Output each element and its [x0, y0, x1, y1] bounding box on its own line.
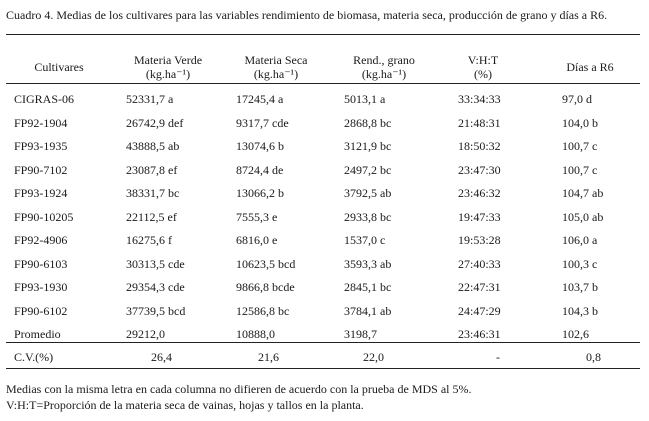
top-rule — [6, 34, 640, 35]
cell-cultivar: FP92-4906 — [14, 233, 68, 247]
cell-rend-grano: 2497,2 bc — [344, 162, 392, 177]
column-header-unit: (kg.ha⁻¹) — [145, 67, 191, 81]
cell-rend-grano: 3792,5 ab — [344, 186, 392, 200]
cv-top-rule — [6, 342, 640, 343]
column-header-materia-verde: Materia Verde (kg.ha⁻¹) — [108, 53, 228, 81]
header-rule — [6, 83, 640, 84]
cv-cell-materia-seca: 21,6 — [258, 350, 279, 364]
column-header-dias-r6: Días a R6 — [530, 60, 649, 74]
cell-rend-grano: 2845,1 bc — [344, 280, 392, 294]
cell-vht: 18:50:32 — [458, 139, 501, 153]
cell-rend-grano: 1537,0 c — [344, 233, 386, 247]
column-header-materia-seca: Materia Seca (kg.ha⁻¹) — [216, 53, 336, 81]
column-header-label: Rend., grano — [353, 53, 415, 67]
table-notes: Medias con la misma letra en cada column… — [6, 381, 472, 413]
cell-cultivar: FP90-7102 — [14, 162, 68, 177]
cell-cultivar: FP90-6102 — [14, 303, 68, 318]
cell-dias-r6: 100,7 c — [562, 162, 598, 177]
cell-rend-grano: 2933,8 bc — [344, 209, 392, 224]
column-header-label: Cultivares — [34, 60, 84, 74]
cell-cultivar: FP93-1930 — [14, 280, 68, 294]
cell-dias-r6: 102,6 — [562, 327, 589, 341]
cell-vht: 23:46:31 — [458, 327, 501, 341]
cell-materia-verde: 30313,5 cde — [126, 256, 185, 271]
column-header-label: Materia Verde — [133, 53, 203, 67]
cell-rend-grano: 5013,1 a — [344, 92, 386, 106]
note-significance: Medias con la misma letra en cada column… — [6, 382, 472, 396]
cell-dias-r6: 100,7 c — [562, 139, 598, 153]
cv-cell-dias-r6: 0,8 — [586, 350, 601, 364]
cell-cultivar: CIGRAS-06 — [14, 92, 75, 106]
cell-materia-verde: 52331,7 a — [126, 92, 174, 106]
cell-cultivar: FP93-1935 — [14, 139, 68, 153]
cell-vht: 19:53:28 — [458, 233, 501, 247]
cell-materia-seca: 9317,7 cde — [236, 115, 289, 130]
cell-rend-grano: 3784,1 ab — [344, 303, 392, 318]
cell-vht: 19:47:33 — [458, 209, 501, 224]
cell-cultivar: FP92-1904 — [14, 115, 68, 130]
cell-cultivar: FP93-1924 — [14, 186, 68, 200]
cell-materia-verde: 29354,3 cde — [126, 280, 185, 294]
cell-materia-verde: 38331,7 bc — [126, 186, 180, 200]
cell-dias-r6: 104,0 b — [562, 115, 598, 130]
cell-materia-seca: 13074,6 b — [236, 139, 284, 153]
column-header-cultivar: Cultivares — [0, 60, 119, 74]
cell-dias-r6: 97,0 d — [562, 92, 592, 106]
cell-materia-seca: 8724,4 de — [236, 162, 284, 177]
cell-rend-grano: 3593,3 ab — [344, 256, 392, 271]
cell-materia-seca: 10623,5 bcd — [236, 256, 296, 271]
cell-materia-verde: 22112,5 ef — [126, 209, 177, 224]
cv-cell-vht: - — [496, 350, 500, 364]
cell-dias-r6: 105,0 ab — [562, 209, 604, 224]
column-header-label: V:H:T — [467, 53, 499, 67]
cell-materia-seca: 10888,0 — [236, 327, 275, 341]
cell-rend-grano: 3121,9 bc — [344, 139, 392, 153]
cell-materia-seca: 6816,0 e — [236, 233, 278, 247]
cell-dias-r6: 104,7 ab — [562, 186, 604, 200]
cell-materia-seca: 17245,4 a — [236, 92, 284, 106]
column-header-label: Materia Seca — [244, 53, 308, 67]
cell-rend-grano: 3198,7 — [344, 327, 377, 341]
cell-cultivar: Promedio — [14, 327, 61, 341]
cell-vht: 23:46:32 — [458, 186, 501, 200]
cell-materia-verde: 16275,6 f — [126, 233, 172, 247]
cell-vht: 22:47:31 — [458, 280, 501, 294]
cell-materia-verde: 29212,0 — [126, 327, 165, 341]
cell-dias-r6: 106,0 a — [562, 233, 598, 247]
column-header-vht: V:H:T (%) — [423, 53, 543, 81]
cell-rend-grano: 2868,8 bc — [344, 115, 392, 130]
cell-cultivar: FP90-6103 — [14, 256, 68, 271]
cell-materia-verde: 43888,5 ab — [126, 139, 180, 153]
column-header-unit: (%) — [474, 67, 492, 81]
note-vht-definition: V:H:T=Proporción de la materia seca de v… — [6, 398, 364, 412]
cell-materia-seca: 13066,2 b — [236, 186, 284, 200]
cv-cell-rend-grano: 22,0 — [363, 350, 384, 364]
cell-materia-verde: 37739,5 bcd — [126, 303, 186, 318]
cell-vht: 24:47:29 — [458, 303, 501, 318]
cv-cell-cultivar: C.V.(%) — [14, 350, 54, 364]
table-caption: Cuadro 4. Medias de los cultivares para … — [6, 8, 608, 22]
cell-dias-r6: 103,7 b — [562, 280, 598, 294]
cell-dias-r6: 104,3 b — [562, 303, 598, 318]
column-header-rend-grano: Rend., grano (kg.ha⁻¹) — [324, 53, 444, 81]
cell-cultivar: FP90-10205 — [14, 209, 74, 224]
cell-vht: 23:47:30 — [458, 162, 501, 177]
cell-dias-r6: 100,3 c — [562, 256, 598, 271]
cell-vht: 21:48:31 — [458, 115, 501, 130]
cell-vht: 27:40:33 — [458, 256, 501, 271]
cell-vht: 33:34:33 — [458, 92, 501, 106]
column-header-unit: (kg.ha⁻¹) — [253, 67, 299, 81]
cell-materia-verde: 26742,9 def — [126, 115, 184, 130]
cell-materia-seca: 12586,8 bc — [236, 303, 290, 318]
column-header-unit: (kg.ha⁻¹) — [361, 67, 407, 81]
cell-materia-seca: 9866,8 bcde — [236, 280, 295, 294]
column-header-label: Días a R6 — [566, 60, 614, 74]
cv-cell-materia-verde: 26,4 — [151, 350, 172, 364]
cell-materia-verde: 23087,8 ef — [126, 162, 178, 177]
bottom-rule — [6, 368, 640, 369]
cell-materia-seca: 7555,3 e — [236, 209, 278, 224]
